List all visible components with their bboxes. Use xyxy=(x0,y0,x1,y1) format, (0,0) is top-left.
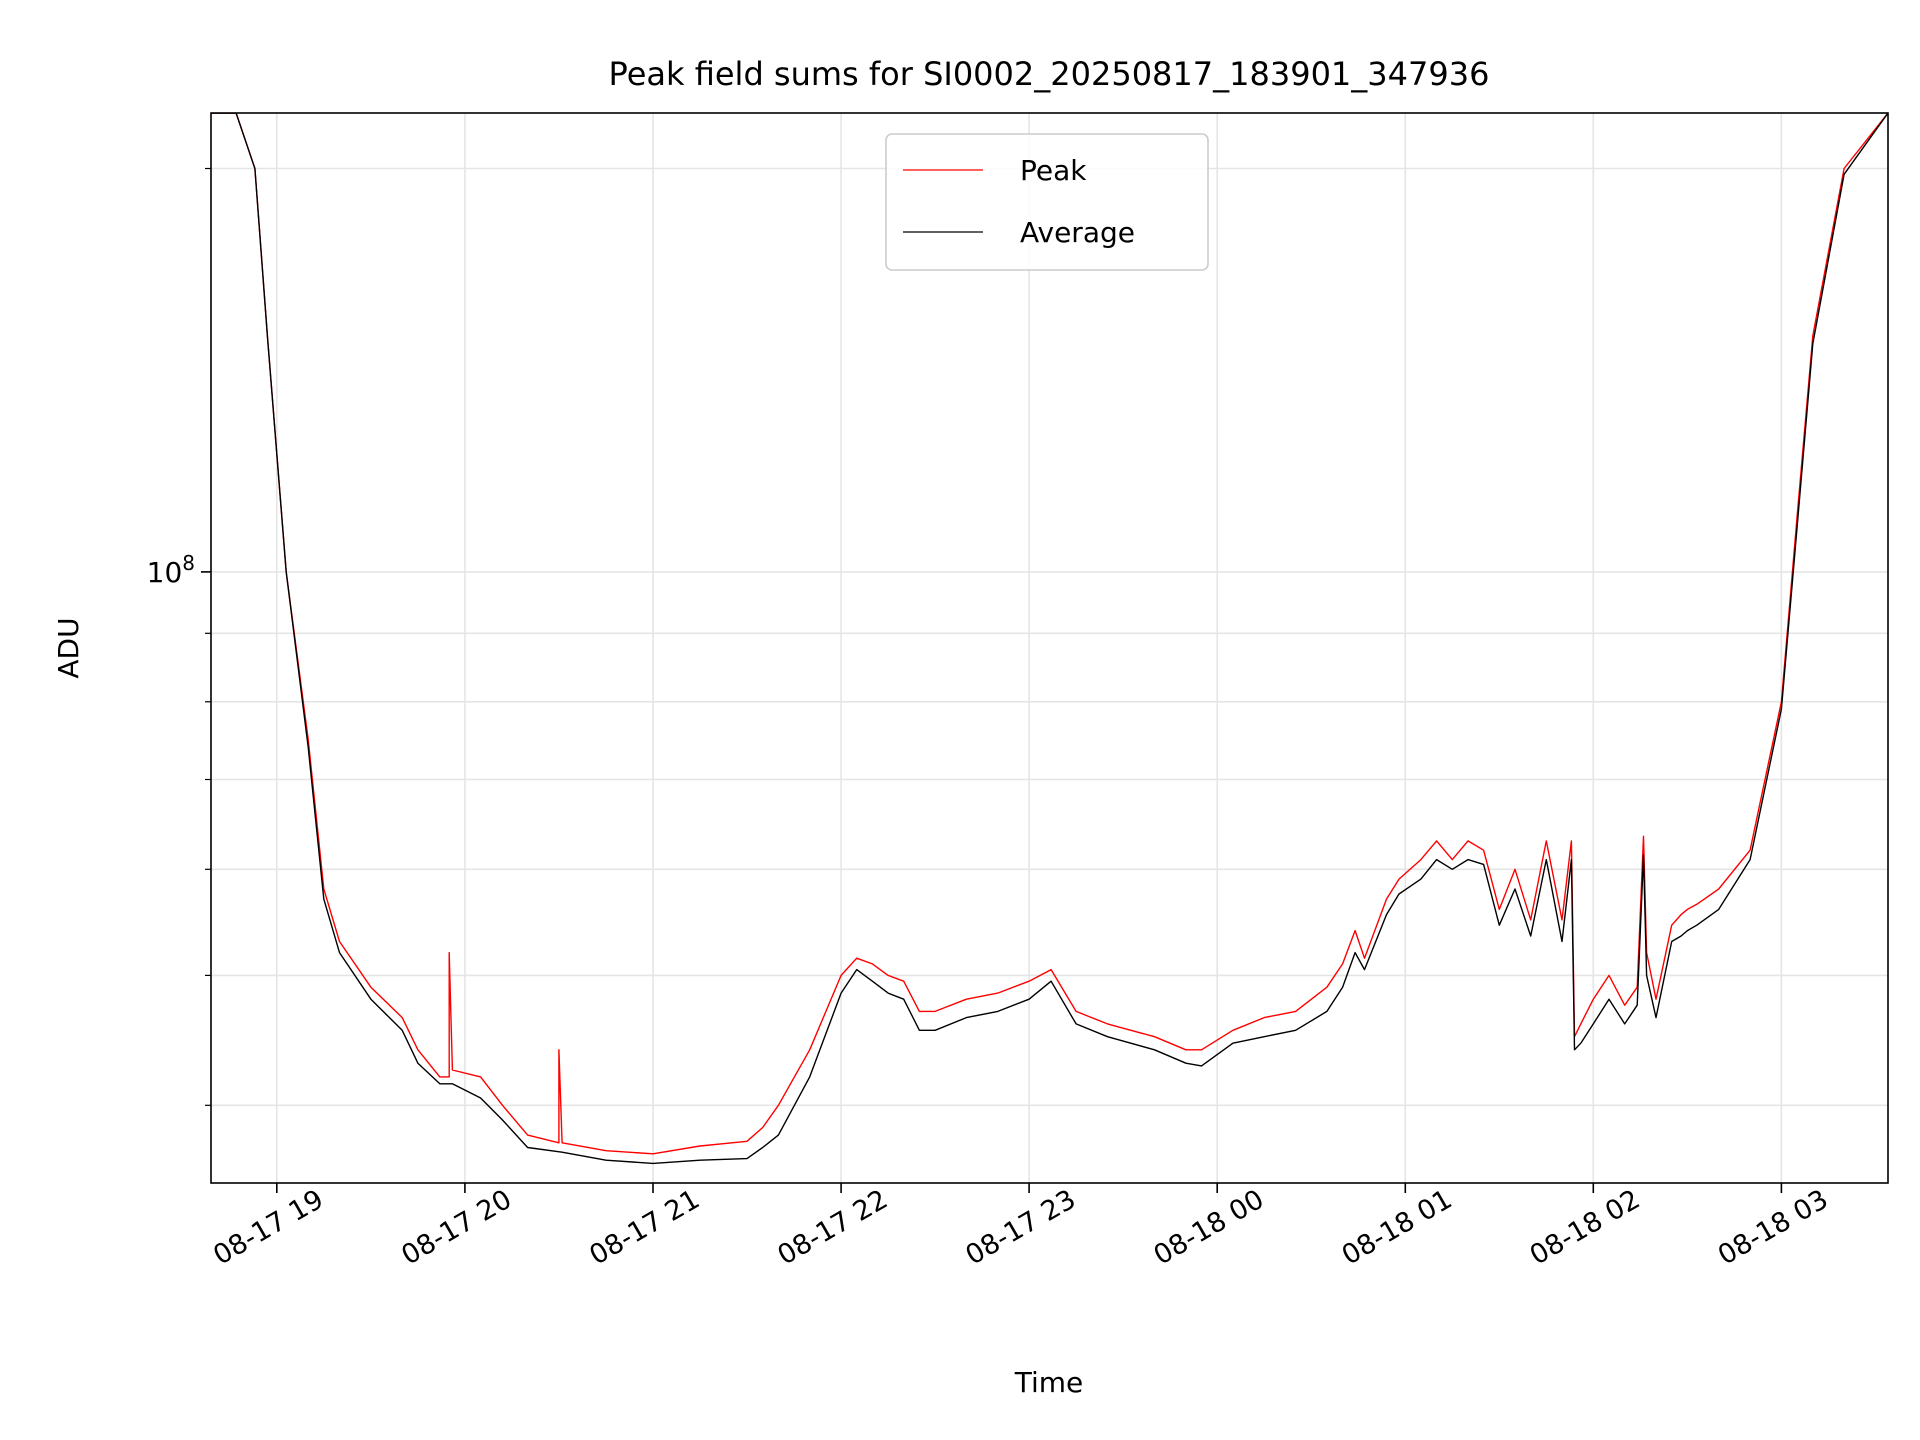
series-layer xyxy=(211,113,1888,1165)
y-tick-label: 108 xyxy=(147,551,195,589)
chart-title: Peak field sums for SI0002_20250817_1839… xyxy=(609,55,1490,93)
legend-box xyxy=(885,133,1209,271)
x-axis-label: Time xyxy=(1014,1366,1084,1399)
plot-frame xyxy=(210,112,1889,1184)
plot-area xyxy=(211,113,1888,1183)
series-line-average xyxy=(211,113,1888,1165)
grid-layer xyxy=(211,113,1888,1183)
legend-label-peak: Peak xyxy=(1020,154,1087,187)
legend: Peak Average xyxy=(885,133,1209,271)
y-axis-label: ADU xyxy=(52,617,85,678)
legend-label-average: Average xyxy=(1020,216,1135,249)
series-line-peak xyxy=(211,113,1888,1155)
